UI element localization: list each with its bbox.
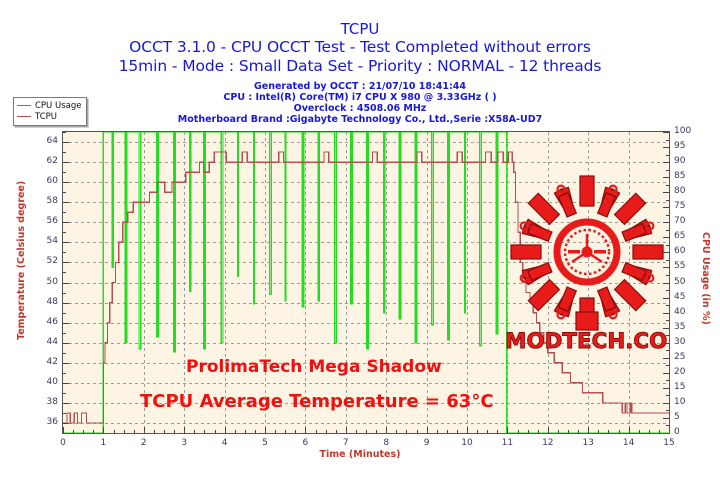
axis-tick-label: 46 xyxy=(46,316,58,327)
y-axis-title: Temperature (Celsius degree) xyxy=(16,180,27,340)
legend-item-tcpu: TCPU xyxy=(17,111,81,122)
axis-tick-label: 35 xyxy=(674,321,686,332)
axis-tick-label: 90 xyxy=(674,156,686,167)
axis-tick-label: 95 xyxy=(674,141,686,152)
watermark-text: VMODTECH.COM xyxy=(506,329,668,351)
axis-tick-label: 4 xyxy=(221,438,228,448)
axis-tick-label: 20 xyxy=(674,366,686,377)
legend-item-cpu-usage: CPU Usage xyxy=(17,100,81,111)
axis-tick-label: 40 xyxy=(46,376,58,387)
axis-tick-label: 10 xyxy=(674,396,686,407)
axis-tick-label: 45 xyxy=(674,291,686,302)
axis-tick-label: 5 xyxy=(674,411,680,422)
axis-tick-label: 62 xyxy=(46,156,58,167)
axis-tick-label: 30 xyxy=(674,336,686,347)
axis-tick-label: 50 xyxy=(674,276,686,287)
axis-tick-label: 40 xyxy=(674,306,686,317)
legend-label-tcpu: TCPU xyxy=(35,111,57,122)
axis-tick-label: 54 xyxy=(46,236,58,247)
vmodtech-watermark: VMODTECH.COM xyxy=(506,166,668,351)
axis-tick-label: 55 xyxy=(674,261,686,272)
page-title: TCPU xyxy=(340,20,380,38)
axis-tick-label: 70 xyxy=(674,216,686,227)
axis-tick-label: 5 xyxy=(262,438,268,448)
axis-tick-label: 7 xyxy=(342,438,349,448)
axis-tick-label: 14 xyxy=(622,438,635,448)
axis-tick-label: 100 xyxy=(674,126,692,136)
axis-tick-label: 25 xyxy=(674,351,686,362)
axis-tick-label: 60 xyxy=(46,176,58,187)
test-config-line: 15min - Mode : Small Data Set - Priority… xyxy=(118,57,602,75)
vmodtech-logo-icon: VMODTECH.COM xyxy=(506,175,668,351)
axis-tick-label: 10 xyxy=(461,438,473,448)
average-temp-overlay: TCPU Average Temperature = 63°C xyxy=(140,391,494,412)
axis-tick-label: 1 xyxy=(100,438,107,448)
axis-tick-label: 9 xyxy=(423,438,430,448)
cooler-name-overlay: ProlimaTech Mega Shadow xyxy=(186,357,442,377)
axis-tick-label: 12 xyxy=(542,438,554,448)
motherboard-line: Motherboard Brand :Gigabyte Technology C… xyxy=(177,114,543,125)
legend-swatch-tcpu xyxy=(17,116,31,117)
cpu-line: CPU : Intel(R) Core(TM) i7 CPU X 980 @ 3… xyxy=(223,92,497,103)
axis-tick-label: 42 xyxy=(46,356,58,367)
axis-tick-label: 85 xyxy=(674,171,686,182)
axis-tick-label: 48 xyxy=(46,296,58,307)
axis-tick-label: 75 xyxy=(674,201,686,212)
axis-tick-label: 6 xyxy=(302,438,309,448)
axis-tick-label: 15 xyxy=(663,438,675,448)
axis-tick-label: 50 xyxy=(46,276,58,287)
axis-tick-label: 60 xyxy=(674,246,686,257)
axis-tick-label: 2 xyxy=(140,438,147,448)
axis-tick-label: 11 xyxy=(501,438,514,448)
x-axis-title: Time (Minutes) xyxy=(319,449,401,460)
axis-tick-label: 64 xyxy=(46,136,58,147)
axis-tick-label: 56 xyxy=(46,216,58,227)
axis-tick-label: 3 xyxy=(181,438,188,448)
axis-tick-label: 44 xyxy=(46,336,58,347)
chart-header: TCPU OCCT 3.1.0 - CPU OCCT Test - Test C… xyxy=(0,0,720,125)
axis-tick-label: 58 xyxy=(46,196,58,207)
axis-tick-label: 13 xyxy=(582,438,594,448)
axis-tick-label: 52 xyxy=(46,256,58,267)
axis-tick-label: 38 xyxy=(46,396,58,407)
overclock-line: Overclock : 4508.06 MHz xyxy=(293,103,427,114)
legend-swatch-cpu-usage xyxy=(17,105,31,106)
axis-tick-label: 80 xyxy=(674,186,686,197)
chart-legend: CPU Usage TCPU xyxy=(13,97,88,126)
generated-line: Generated by OCCT : 21/07/10 18:41:44 xyxy=(253,81,466,92)
axis-tick-label: 36 xyxy=(46,416,58,427)
axis-tick-label: 65 xyxy=(674,231,686,242)
legend-label-cpu-usage: CPU Usage xyxy=(35,100,82,111)
y2-axis-title: CPU Usage (in %) xyxy=(700,232,711,325)
axis-tick-label: 15 xyxy=(674,381,686,392)
axis-tick-label: 0 xyxy=(60,438,66,448)
axis-tick-label: 0 xyxy=(674,427,680,437)
test-result-line: OCCT 3.1.0 - CPU OCCT Test - Test Comple… xyxy=(129,38,591,56)
axis-tick-label: 8 xyxy=(383,438,390,448)
